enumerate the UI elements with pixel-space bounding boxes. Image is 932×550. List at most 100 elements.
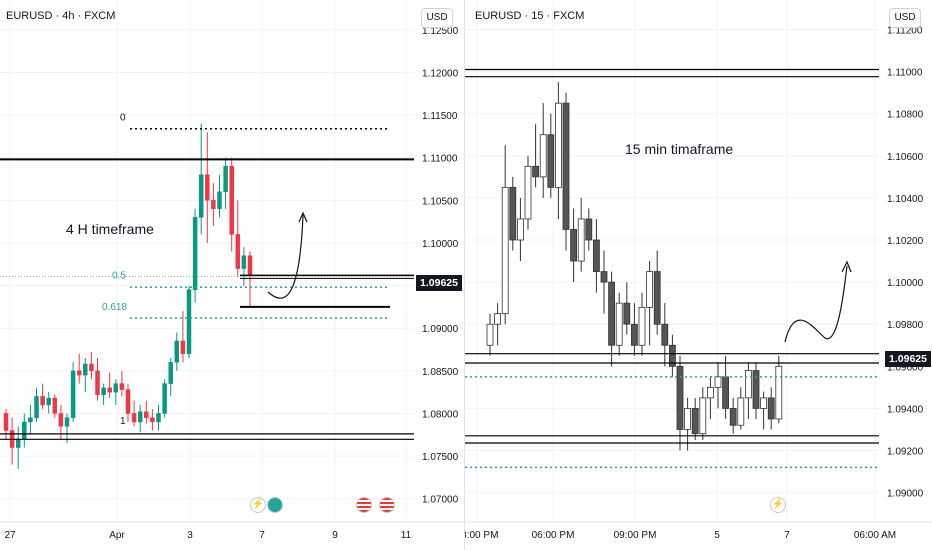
candle-body xyxy=(76,370,82,376)
candle-body xyxy=(585,218,593,241)
currency-button-15m[interactable]: USD xyxy=(889,8,921,28)
y-tick-label: 1.11000 xyxy=(422,154,458,165)
candle-body xyxy=(570,229,577,262)
candle-body xyxy=(101,387,106,395)
candle-body xyxy=(156,413,161,423)
candle-body xyxy=(539,134,547,178)
y-tick-label: 1.11000 xyxy=(887,68,923,79)
candle-body xyxy=(752,370,760,409)
current-price-label-4h: 1.09625 xyxy=(416,275,462,291)
candle-body xyxy=(186,289,192,355)
candle-body xyxy=(211,200,216,210)
chart-panel-15m[interactable]: 1.11200 1.11000 1.10800 1.10600 1.10400 1.102… xyxy=(464,0,932,550)
candle-body xyxy=(34,396,39,418)
x-tick-label: 7 xyxy=(784,530,790,541)
x-tick-label: 09:00 PM xyxy=(614,530,657,541)
candle-body xyxy=(247,255,253,276)
chart-annotation: 4 H timeframe xyxy=(66,221,154,237)
candle-body xyxy=(760,397,768,409)
lightning-event-icon[interactable]: ⚡ xyxy=(770,497,786,513)
candle-body xyxy=(699,397,707,435)
candle-body xyxy=(241,255,247,269)
fib-label: 1 xyxy=(120,416,126,427)
x-tick-label: 9 xyxy=(332,530,338,541)
candle-body xyxy=(661,323,669,346)
candle-body xyxy=(684,408,692,430)
candle-body xyxy=(217,191,222,210)
y-tick-label: 1.12000 xyxy=(422,68,459,79)
current-price-label-15m: 1.09625 xyxy=(885,351,931,367)
candle-body xyxy=(562,102,570,230)
y-tick-label: 1.07000 xyxy=(422,495,459,506)
candle-body xyxy=(706,386,714,399)
y-tick-label: 1.07500 xyxy=(422,452,459,463)
candle-body xyxy=(775,365,783,420)
projection-arrowhead xyxy=(298,211,308,223)
y-tick-label: 1.09600 xyxy=(887,362,924,373)
y-tick-label: 1.11200 xyxy=(887,25,923,36)
x-tick-label: 7 xyxy=(259,530,265,541)
x-tick-label: 27 xyxy=(4,530,16,541)
candle-body xyxy=(494,313,502,325)
candle-body xyxy=(113,383,119,393)
lightning-event-icon[interactable]: ⚡ xyxy=(250,497,266,513)
chart-title-4h: EURUSD · 4h · FXCM xyxy=(6,10,116,22)
candle-body xyxy=(676,365,684,430)
y-tick-label: 1.09800 xyxy=(887,320,924,331)
candle-body xyxy=(630,323,638,346)
x-tick-label: 03:00 PM xyxy=(465,530,498,541)
x-tick-label: 06:00 AM xyxy=(854,530,896,541)
candle-body xyxy=(229,165,234,235)
us-flag-event-icon[interactable] xyxy=(379,497,395,513)
candle-body xyxy=(486,323,494,346)
y-tick-label: 1.12500 xyxy=(422,26,459,37)
candle-body xyxy=(547,134,555,188)
y-tick-label: 1.10000 xyxy=(422,239,459,250)
y-tick-label: 1.10800 xyxy=(887,110,924,121)
candle-body xyxy=(501,186,509,315)
candle-body xyxy=(89,363,94,372)
candle-body xyxy=(691,408,699,435)
candle-body xyxy=(714,376,722,388)
candle-body xyxy=(137,411,143,423)
y-tick-label: 1.09000 xyxy=(422,324,459,335)
candle-body xyxy=(517,218,524,241)
candle-body xyxy=(3,413,9,431)
candlestick-chart-15m[interactable]: 1.11200 1.11000 1.10800 1.10600 1.10400 1.102… xyxy=(465,0,932,550)
y-tick-label: 1.10500 xyxy=(422,196,459,207)
candle-body xyxy=(83,363,88,376)
y-tick-label: 1.09200 xyxy=(887,447,924,458)
candle-body xyxy=(174,340,180,363)
candle-body xyxy=(729,408,737,426)
x-tick-label: 3 xyxy=(187,530,193,541)
candle-body xyxy=(646,271,654,308)
candlestick-chart-4h[interactable]: 1.12500 1.12000 1.11500 1.11000 1.10500 1.100… xyxy=(0,0,464,550)
candle-body xyxy=(52,397,58,414)
fib-label: 0.618 xyxy=(102,302,127,313)
candle-body xyxy=(615,302,623,346)
fib-label: 0.5 xyxy=(112,270,126,281)
candle-body xyxy=(22,421,27,440)
candle-body xyxy=(168,362,173,384)
y-tick-label: 1.09400 xyxy=(887,404,924,415)
candle-body xyxy=(64,417,70,427)
chart-annotation: 15 min timaframe xyxy=(625,141,733,157)
earth-event-icon[interactable] xyxy=(267,497,283,513)
us-flag-event-icon[interactable] xyxy=(356,497,372,513)
chart-panel-4h[interactable]: 1.12500 1.12000 1.11500 1.11000 1.10500 1.100… xyxy=(0,0,464,550)
y-tick-label: 1.10000 xyxy=(887,278,924,289)
candle-body xyxy=(509,186,517,241)
candle-body xyxy=(144,411,149,418)
projection-arrow xyxy=(784,265,848,343)
candle-body xyxy=(205,174,210,201)
y-tick-label: 1.08000 xyxy=(422,409,459,420)
currency-button-4h[interactable]: USD xyxy=(421,8,453,28)
candle-body xyxy=(58,413,64,427)
candle-body xyxy=(235,234,241,269)
candle-body xyxy=(28,417,33,423)
candle-body xyxy=(180,340,186,355)
candle-body xyxy=(737,397,745,426)
candle-body xyxy=(623,302,631,325)
candle-body xyxy=(577,218,585,262)
candle-body xyxy=(131,413,137,423)
